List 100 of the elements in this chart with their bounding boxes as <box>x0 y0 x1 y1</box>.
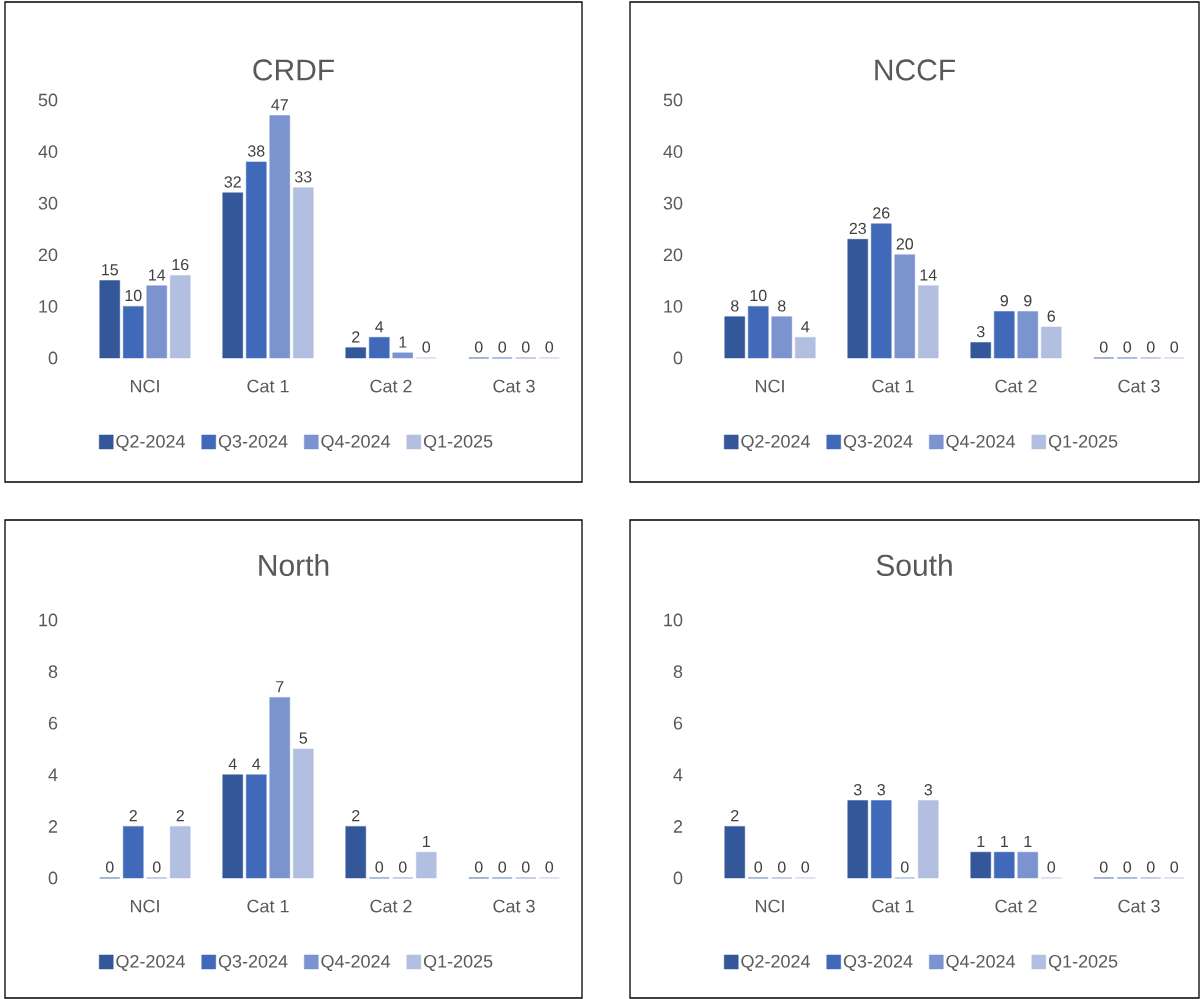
data-label: 1 <box>977 835 985 847</box>
legend-label: Q1-2025 <box>423 434 493 451</box>
data-label: 38 <box>247 145 265 157</box>
legend-label: Q2-2024 <box>741 954 810 971</box>
bar <box>847 239 869 359</box>
data-label: 0 <box>545 341 554 353</box>
data-label: 15 <box>102 264 118 276</box>
data-label: 8 <box>778 300 786 312</box>
data-label: 0 <box>521 861 530 873</box>
bar <box>345 347 367 359</box>
x-tick-label: Cat 2 <box>995 379 1037 393</box>
data-label: 0 <box>375 861 384 873</box>
data-label: 33 <box>294 171 312 183</box>
data-label: 1 <box>1024 835 1032 847</box>
bar <box>724 316 746 359</box>
data-label: 0 <box>1123 341 1132 353</box>
y-tick-label: 30 <box>663 196 683 210</box>
y-tick-label: 20 <box>38 248 58 262</box>
data-label: 8 <box>731 300 739 312</box>
x-tick-label: NCI <box>130 379 159 393</box>
bar <box>748 306 769 359</box>
bar <box>345 826 367 879</box>
y-tick-label: 0 <box>673 871 683 885</box>
x-tick-label: Cat 3 <box>1118 899 1160 913</box>
data-label: 0 <box>801 861 810 873</box>
x-tick-label: NCI <box>756 379 784 393</box>
bar <box>871 800 892 879</box>
data-label: 9 <box>1000 295 1008 307</box>
bar <box>918 800 939 879</box>
x-tick-label: Cat 3 <box>493 379 535 393</box>
chart-title: CRDF <box>253 59 334 81</box>
x-tick-label: Cat 1 <box>872 899 914 913</box>
bar <box>994 311 1015 359</box>
chart-title: South <box>876 553 952 577</box>
legend-label: Q4-2024 <box>321 954 391 971</box>
data-label: 0 <box>545 861 554 873</box>
bar <box>894 254 916 359</box>
data-label: 6 <box>1047 310 1056 322</box>
data-label: 14 <box>920 269 937 281</box>
data-label: 0 <box>1146 341 1155 353</box>
data-label: 0 <box>900 861 909 873</box>
bar <box>795 337 816 359</box>
bar <box>170 275 191 359</box>
bar <box>170 826 191 879</box>
y-tick-label: 2 <box>673 820 683 833</box>
x-tick-label: NCI <box>756 899 784 913</box>
data-label: 0 <box>152 861 161 873</box>
data-label: 26 <box>873 207 890 219</box>
data-label: 0 <box>1047 861 1056 873</box>
y-tick-label: 10 <box>39 300 58 313</box>
bar <box>392 352 414 359</box>
y-tick-label: 40 <box>38 145 58 158</box>
legend-label: Q2-2024 <box>116 954 185 971</box>
legend-label: Q3-2024 <box>843 434 913 451</box>
data-label: 0 <box>474 341 483 353</box>
y-tick-label: 0 <box>48 871 58 885</box>
bar <box>269 697 291 879</box>
data-label: 0 <box>754 861 763 873</box>
data-label: 32 <box>224 176 241 188</box>
bar <box>246 774 267 879</box>
y-tick-label: 0 <box>48 351 58 365</box>
data-label: 16 <box>172 258 189 271</box>
data-label: 4 <box>252 758 261 770</box>
legend-label: Q2-2024 <box>741 434 810 451</box>
y-tick-label: 2 <box>48 820 58 833</box>
data-label: 14 <box>149 269 166 281</box>
legend-label: Q4-2024 <box>946 434 1016 451</box>
data-label: 0 <box>1099 341 1108 353</box>
bar <box>994 851 1015 879</box>
y-tick-label: 4 <box>48 768 58 781</box>
data-label: 1 <box>399 336 407 348</box>
data-label: 0 <box>1170 861 1179 873</box>
bar <box>99 280 121 359</box>
data-label: 23 <box>849 222 866 235</box>
bar <box>724 826 746 879</box>
legend-label: Q1-2025 <box>1048 434 1118 451</box>
x-tick-label: Cat 2 <box>370 899 412 913</box>
legend-label: Q4-2024 <box>946 954 1016 971</box>
data-label: 0 <box>521 341 530 353</box>
legend-label: Q3-2024 <box>218 954 288 971</box>
x-tick-label: Cat 2 <box>370 379 412 393</box>
data-label: 0 <box>498 861 507 873</box>
legend-label: Q3-2024 <box>218 434 288 451</box>
bar <box>269 115 291 359</box>
bar <box>222 192 244 359</box>
data-label: 3 <box>924 784 933 796</box>
data-label: 4 <box>375 321 384 333</box>
y-tick-label: 10 <box>664 300 683 313</box>
x-tick-label: NCI <box>130 899 159 913</box>
data-label: 3 <box>853 784 862 796</box>
data-label: 0 <box>105 861 114 873</box>
y-tick-label: 30 <box>38 196 58 210</box>
bar <box>369 337 390 359</box>
y-tick-label: 8 <box>48 665 58 678</box>
x-tick-label: Cat 1 <box>247 899 289 913</box>
data-label: 0 <box>1099 861 1108 873</box>
data-label: 1 <box>423 835 430 847</box>
bar <box>123 306 144 359</box>
data-label: 0 <box>422 341 431 353</box>
data-label: 5 <box>299 732 308 744</box>
